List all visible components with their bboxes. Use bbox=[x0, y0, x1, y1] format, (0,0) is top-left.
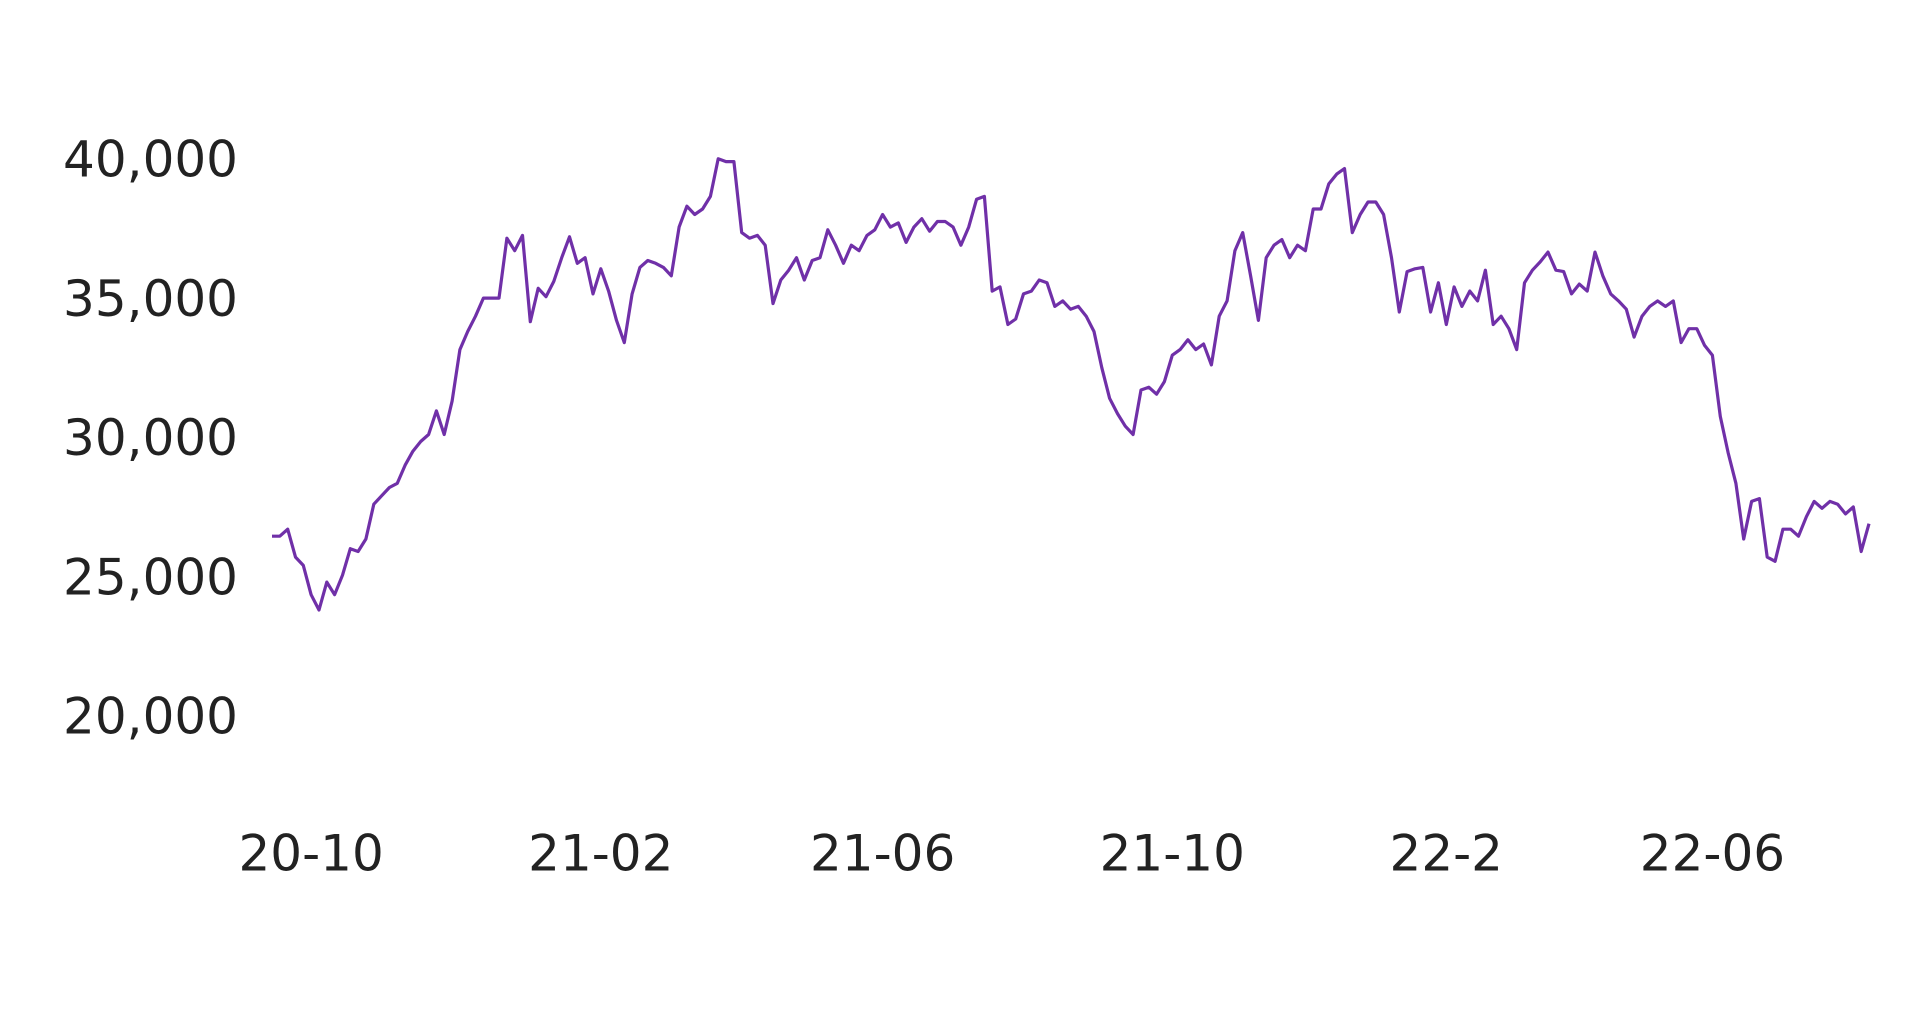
y-tick-label: 40,000 bbox=[63, 131, 238, 189]
y-tick-label: 30,000 bbox=[63, 409, 238, 467]
x-tick-label: 22-06 bbox=[1640, 825, 1785, 883]
x-tick-label: 21-06 bbox=[810, 825, 955, 883]
x-tick-label: 21-02 bbox=[528, 825, 673, 883]
x-tick-label: 22-2 bbox=[1390, 825, 1503, 883]
line-series bbox=[272, 157, 1871, 612]
y-tick-label: 25,000 bbox=[63, 548, 238, 606]
x-tick-label: 20-10 bbox=[238, 825, 383, 883]
y-tick-label: 20,000 bbox=[63, 688, 238, 746]
x-tick-label: 21-10 bbox=[1100, 825, 1245, 883]
y-tick-label: 35,000 bbox=[63, 270, 238, 328]
